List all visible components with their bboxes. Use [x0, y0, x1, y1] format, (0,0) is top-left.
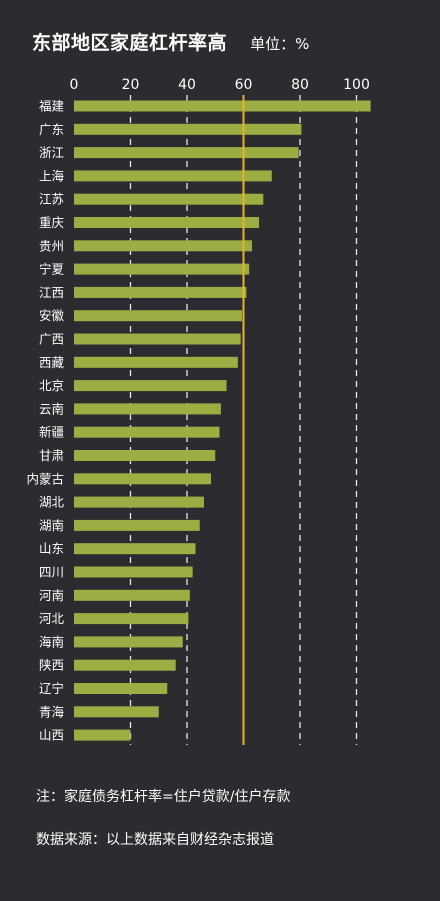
category-label: 江西 [39, 285, 64, 300]
category-label: 广东 [39, 122, 64, 137]
category-label: 上海 [39, 168, 65, 183]
x-tick-label: 100 [343, 77, 370, 93]
x-tick-label: 40 [178, 77, 196, 93]
bar [74, 496, 204, 508]
bar [74, 450, 216, 461]
category-label: 福建 [39, 99, 65, 114]
bar [74, 589, 190, 601]
x-tick-label: 0 [70, 77, 79, 93]
bar [74, 729, 131, 741]
bar [74, 636, 183, 648]
bar [74, 123, 302, 135]
bar [74, 286, 247, 298]
category-label: 陕西 [39, 658, 64, 673]
category-label: 广西 [39, 332, 64, 347]
category-label: 贵州 [39, 238, 64, 253]
category-label: 四川 [39, 565, 64, 580]
bar [74, 683, 168, 694]
category-label: 湖北 [39, 495, 65, 510]
bar [74, 613, 189, 625]
chart-title: 东部地区家庭杠杆率高 [32, 32, 228, 54]
category-label: 青海 [39, 704, 65, 719]
bar [74, 333, 241, 345]
category-label: 湖南 [39, 518, 64, 533]
bar [74, 473, 212, 485]
category-label: 浙江 [39, 145, 64, 160]
chart-header: 东部地区家庭杠杆率高 单位：% [32, 28, 309, 55]
category-label: 新疆 [39, 425, 64, 440]
bar [74, 240, 252, 252]
category-label: 内蒙古 [26, 471, 64, 486]
bar [74, 356, 238, 368]
x-tick-label: 60 [235, 77, 253, 93]
category-label: 宁夏 [39, 262, 65, 277]
bar [74, 426, 220, 438]
bar [74, 380, 227, 392]
bar [74, 706, 159, 718]
category-label: 山东 [39, 541, 64, 556]
category-label: 山西 [39, 728, 64, 743]
category-label: 河北 [39, 611, 65, 626]
footnote: 注：家庭债务杠杆率=住户贷款/住户存款 [36, 789, 291, 805]
data-source: 数据来源：以上数据来自财经杂志报道 [36, 832, 274, 848]
bar [74, 263, 250, 275]
x-tick-label: 20 [122, 77, 140, 93]
x-tick-label: 80 [291, 77, 309, 93]
category-label: 辽宁 [39, 681, 64, 696]
bar [74, 100, 371, 112]
category-label: 西藏 [39, 355, 65, 370]
category-label: 海南 [39, 634, 64, 649]
bar [74, 310, 243, 322]
category-label: 安徽 [39, 308, 65, 323]
bar [74, 519, 200, 531]
bar [74, 170, 272, 182]
category-label: 重庆 [39, 215, 65, 230]
category-label: 北京 [39, 378, 64, 393]
bar [74, 403, 221, 415]
category-label: 江苏 [39, 192, 64, 207]
unit-label: 单位：% [250, 35, 310, 53]
category-label: 甘肃 [39, 448, 64, 463]
category-label: 云南 [39, 401, 64, 416]
bar [74, 147, 299, 159]
category-label: 河南 [39, 588, 64, 603]
bar [74, 543, 196, 555]
bar [74, 659, 176, 671]
bar [74, 193, 264, 205]
bar [74, 217, 260, 228]
bar [74, 566, 193, 578]
